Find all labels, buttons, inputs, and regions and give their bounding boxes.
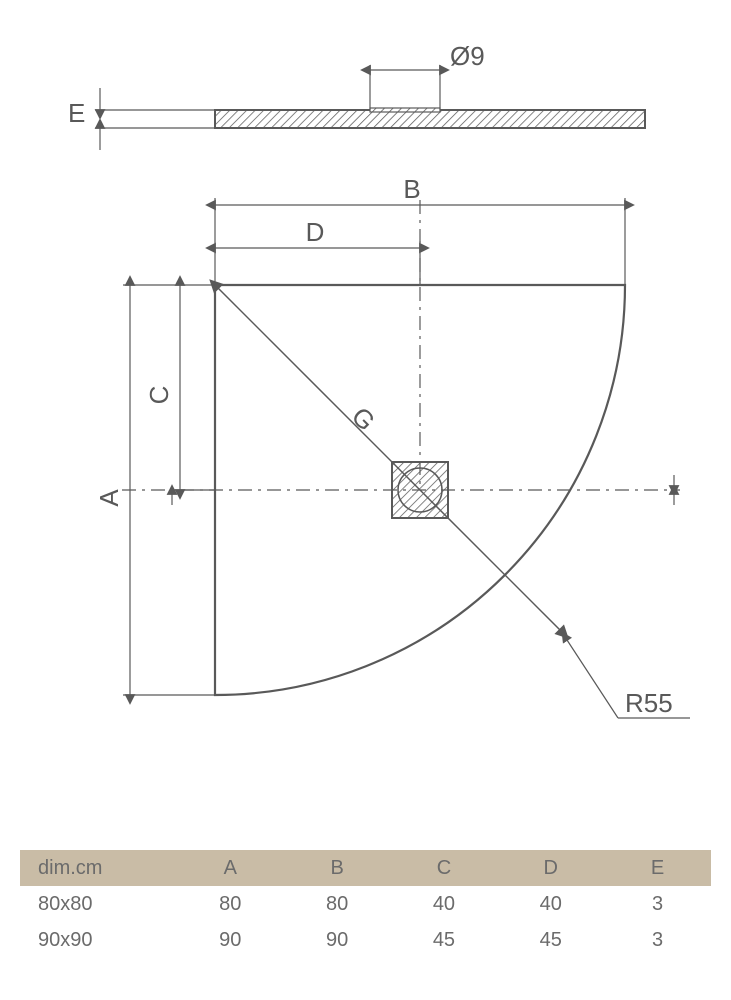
label-C: C <box>144 386 174 405</box>
dim-R55: R55 <box>567 640 690 718</box>
label-B: B <box>403 174 420 204</box>
label-diam9: Ø9 <box>450 41 485 71</box>
th-A: A <box>177 857 284 880</box>
table-header-row: dim.cm A B C D E <box>20 850 711 886</box>
dimension-table: dim.cm A B C D E 80x80 80 80 40 40 3 90x… <box>20 850 711 958</box>
table-row: 80x80 80 80 40 40 3 <box>20 886 711 922</box>
label-A: A <box>94 489 124 507</box>
th-C: C <box>391 857 498 880</box>
th-D: D <box>497 857 604 880</box>
dim-diam9: Ø9 <box>370 41 485 110</box>
dim-D: D <box>215 217 420 285</box>
technical-drawing: E Ø9 G B D A C R55 <box>0 0 731 820</box>
side-view <box>215 108 645 128</box>
table-row: 90x90 90 90 45 45 3 <box>20 922 711 958</box>
th-dim: dim.cm <box>20 857 177 880</box>
plan-view: G <box>122 200 680 695</box>
label-R55: R55 <box>625 688 673 718</box>
label-E: E <box>68 98 85 128</box>
th-E: E <box>604 857 711 880</box>
dim-E: E <box>68 88 215 150</box>
th-B: B <box>284 857 391 880</box>
label-D: D <box>306 217 325 247</box>
